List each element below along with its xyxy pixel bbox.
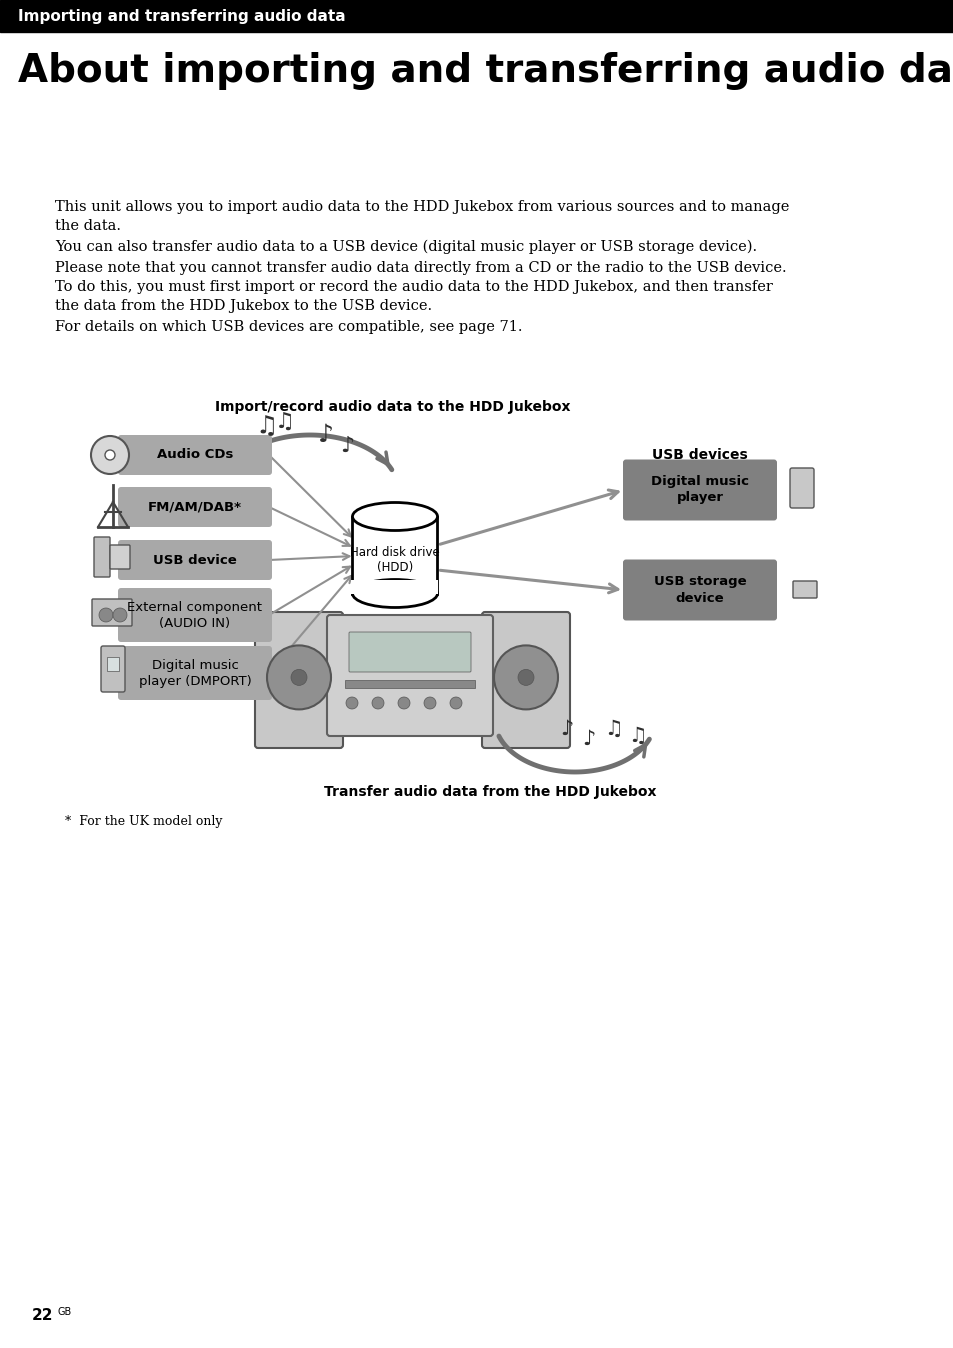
Circle shape	[517, 670, 534, 685]
Ellipse shape	[352, 503, 437, 531]
Text: USB storage
device: USB storage device	[653, 576, 745, 604]
FancyBboxPatch shape	[792, 581, 816, 599]
Text: Digital music
player: Digital music player	[650, 476, 748, 504]
Bar	[352, 516, 437, 593]
Bar	[351, 580, 438, 593]
Bar	[107, 656, 119, 671]
Text: *  For the UK model only: * For the UK model only	[65, 816, 222, 828]
FancyBboxPatch shape	[789, 468, 813, 508]
FancyBboxPatch shape	[118, 435, 272, 474]
Text: ♪: ♪	[559, 718, 573, 739]
Text: ♫: ♫	[274, 412, 294, 431]
FancyBboxPatch shape	[118, 646, 272, 700]
Ellipse shape	[352, 580, 437, 608]
Text: ♫: ♫	[603, 718, 622, 739]
Text: External component
(AUDIO IN): External component (AUDIO IN)	[128, 600, 262, 630]
Text: the data.: the data.	[55, 218, 121, 233]
Text: USB device: USB device	[153, 554, 236, 566]
Text: Transfer audio data from the HDD Jukebox: Transfer audio data from the HDD Jukebox	[323, 785, 656, 799]
Text: ♪: ♪	[581, 729, 595, 749]
Text: 22: 22	[32, 1308, 53, 1322]
Text: Please note that you cannot transfer audio data directly from a CD or the radio : Please note that you cannot transfer aud…	[55, 262, 786, 275]
FancyBboxPatch shape	[349, 632, 471, 673]
Circle shape	[372, 697, 384, 709]
Circle shape	[91, 435, 129, 474]
FancyBboxPatch shape	[118, 487, 272, 527]
Text: Importing and transferring audio data: Importing and transferring audio data	[18, 8, 345, 23]
FancyBboxPatch shape	[101, 646, 125, 692]
FancyBboxPatch shape	[622, 559, 776, 620]
Text: Audio CDs: Audio CDs	[156, 449, 233, 461]
Text: ♫: ♫	[254, 414, 277, 438]
Circle shape	[423, 697, 436, 709]
Text: This unit allows you to import audio data to the HDD Jukebox from various source: This unit allows you to import audio dat…	[55, 200, 788, 214]
FancyBboxPatch shape	[91, 599, 132, 625]
Bar	[345, 679, 475, 687]
Text: ♪: ♪	[317, 423, 334, 448]
Bar	[0, 0, 953, 32]
FancyBboxPatch shape	[327, 615, 493, 736]
Circle shape	[450, 697, 461, 709]
Text: You can also transfer audio data to a USB device (digital music player or USB st: You can also transfer audio data to a US…	[55, 240, 757, 255]
Circle shape	[99, 608, 112, 621]
Circle shape	[291, 670, 307, 685]
Circle shape	[397, 697, 410, 709]
Text: FM/AM/DAB*: FM/AM/DAB*	[148, 500, 242, 514]
Text: ♫: ♫	[627, 727, 646, 745]
Text: Import/record audio data to the HDD Jukebox: Import/record audio data to the HDD Juke…	[214, 400, 570, 414]
FancyBboxPatch shape	[254, 612, 343, 748]
Circle shape	[112, 608, 127, 621]
Text: GB: GB	[58, 1308, 72, 1317]
FancyBboxPatch shape	[94, 537, 110, 577]
Circle shape	[346, 697, 357, 709]
Text: USB devices: USB devices	[652, 448, 747, 462]
Text: To do this, you must first import or record the audio data to the HDD Jukebox, a: To do this, you must first import or rec…	[55, 280, 772, 294]
Text: ♪: ♪	[339, 435, 354, 456]
Text: Digital music
player (DMPORT): Digital music player (DMPORT)	[138, 659, 251, 687]
FancyBboxPatch shape	[118, 588, 272, 642]
Circle shape	[105, 450, 115, 460]
Text: the data from the HDD Jukebox to the USB device.: the data from the HDD Jukebox to the USB…	[55, 299, 432, 313]
Text: Hard disk drive
(HDD): Hard disk drive (HDD)	[350, 546, 439, 574]
Circle shape	[267, 646, 331, 709]
FancyBboxPatch shape	[110, 545, 130, 569]
FancyBboxPatch shape	[118, 541, 272, 580]
Circle shape	[494, 646, 558, 709]
FancyBboxPatch shape	[481, 612, 569, 748]
Text: About importing and transferring audio data: About importing and transferring audio d…	[18, 53, 953, 90]
Text: For details on which USB devices are compatible, see page 71.: For details on which USB devices are com…	[55, 319, 522, 334]
FancyBboxPatch shape	[622, 460, 776, 520]
